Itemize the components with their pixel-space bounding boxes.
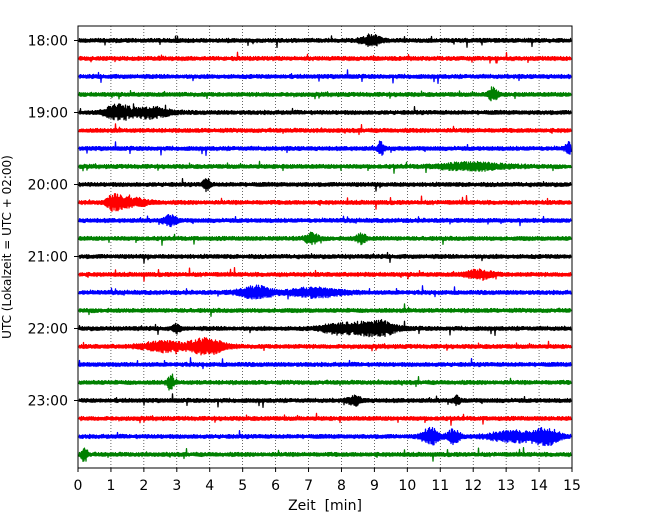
trace-2300	[78, 393, 572, 408]
trace-2030	[78, 214, 572, 228]
trace-2100	[78, 251, 572, 264]
trace-1800	[78, 33, 572, 49]
trace-2045	[78, 231, 572, 246]
plot-frame	[77, 25, 573, 469]
x-tick-label: 15	[563, 478, 581, 494]
x-tick-label: 12	[464, 478, 482, 494]
trace-2000	[78, 177, 572, 193]
y-axis-label: UTC (Lokalzeit = UTC + 02:00)	[0, 155, 14, 339]
trace-2245	[78, 373, 572, 391]
trace-2200	[78, 319, 572, 338]
x-tick-label: 9	[370, 478, 379, 494]
trace-2330	[78, 426, 572, 447]
trace-1900	[78, 103, 572, 121]
y-tick-label: 19:00	[28, 106, 68, 122]
x-tick-label: 6	[271, 478, 280, 494]
trace-2015	[78, 193, 572, 212]
x-tick-label: 0	[74, 478, 83, 494]
x-tick-label: 10	[398, 478, 416, 494]
x-tick-label: 2	[139, 478, 148, 494]
x-tick-label: 14	[530, 478, 548, 494]
x-tick-label: 13	[497, 478, 515, 494]
x-tick-label: 1	[106, 478, 115, 494]
x-tick-label: 8	[337, 478, 346, 494]
trace-1915	[78, 123, 572, 136]
trace-2130	[78, 284, 572, 300]
y-tick-label: 21:00	[28, 250, 68, 266]
y-tick-label: 23:00	[28, 394, 68, 410]
trace-1930	[78, 140, 572, 156]
trace-2315	[78, 412, 572, 426]
x-tick-label: 11	[431, 478, 449, 494]
y-tick-label: 22:00	[28, 322, 68, 338]
y-tick-label: 20:00	[28, 178, 68, 194]
x-tick-label: 7	[304, 478, 313, 494]
x-tick-label: 3	[172, 478, 181, 494]
x-axis-ticks: 0 1 2 3 4 5 6 7 8 9 10 11 12 13 14 15	[74, 468, 581, 494]
trace-1945	[78, 160, 572, 174]
trace-2230	[78, 357, 572, 370]
trace-1845	[78, 86, 572, 102]
x-axis-label: Zeit [min]	[288, 498, 362, 514]
x-tick-label: 4	[205, 478, 214, 494]
x-tick-label: 5	[238, 478, 247, 494]
y-axis-ticks: 18:00 19:00 20:00 21:00 22:00 23:00	[28, 34, 78, 410]
trace-lines	[78, 33, 572, 462]
trace-2215	[78, 336, 572, 356]
trace-1830	[78, 69, 572, 84]
trace-2115	[78, 267, 572, 282]
trace-2145	[78, 303, 572, 317]
trace-2345	[78, 447, 572, 462]
y-tick-label: 18:00	[28, 34, 68, 50]
trace-1815	[78, 51, 572, 64]
